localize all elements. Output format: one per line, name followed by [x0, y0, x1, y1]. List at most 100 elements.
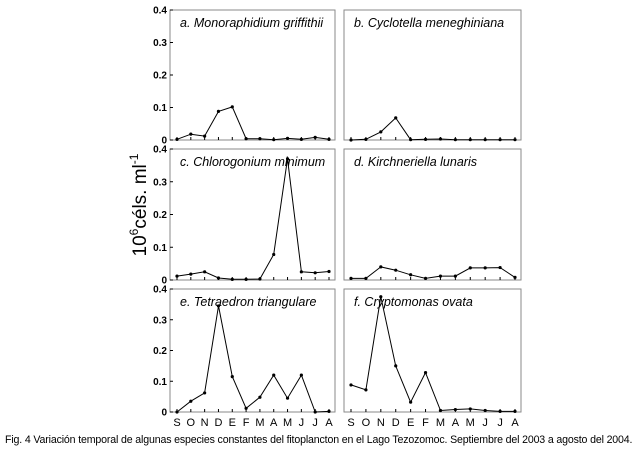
panel-title: e. Tetraedron triangulare	[180, 295, 316, 309]
x-month-label: N	[201, 417, 209, 429]
series-line	[350, 296, 515, 412]
data-point	[230, 277, 234, 281]
series-line	[351, 266, 516, 279]
x-month-label: A	[325, 417, 333, 429]
data-point	[327, 409, 331, 413]
y-tick-label: 0.1	[153, 243, 167, 254]
data-point	[483, 138, 487, 142]
panel-title: f. Cryptomonas ovata	[354, 295, 473, 309]
data-point	[364, 137, 368, 141]
chart-panel-4: d. Kirchneriella lunaris	[343, 148, 522, 281]
y-tick-label: 0.3	[153, 315, 167, 326]
data-point	[394, 364, 398, 368]
data-point	[203, 270, 207, 274]
x-month-label: J	[497, 417, 503, 429]
y-axis-label-exponent-2: -1	[127, 153, 141, 164]
data-point	[483, 408, 487, 413]
data-point	[203, 134, 207, 138]
chart-panel-6: f. Cryptomonas ovata	[343, 288, 522, 413]
y-axis-label-unit: céls. ml	[130, 164, 151, 228]
x-month-label: F	[422, 417, 429, 429]
x-month-label: O	[187, 417, 196, 429]
data-point	[409, 400, 413, 404]
y-tick-label: 0.1	[153, 377, 167, 388]
x-month-label: J	[312, 417, 318, 429]
x-month-label: E	[229, 417, 236, 429]
panel-frame	[343, 9, 522, 141]
x-month-label: E	[407, 417, 414, 429]
data-point	[285, 157, 290, 161]
data-point	[498, 265, 502, 270]
x-month-label: D	[392, 417, 400, 429]
chart-panel-5: 0 0.1 0.2 0.3 0.4 e. Tetraedron triangulare	[153, 285, 336, 419]
x-month-label: O	[362, 417, 371, 429]
data-point	[349, 383, 353, 387]
data-point	[468, 266, 472, 270]
y-tick-label: 0.1	[153, 103, 167, 114]
data-point	[349, 276, 353, 280]
data-point	[313, 271, 317, 275]
data-point	[379, 265, 383, 269]
data-point	[453, 138, 457, 142]
panel-title: d. Kirchneriella lunaris	[354, 155, 477, 169]
y-tick-label: 0	[161, 276, 167, 287]
data-point	[299, 373, 303, 377]
y-tick-label: 0.3	[153, 38, 167, 49]
x-month-label: A	[511, 417, 519, 429]
data-point	[364, 276, 368, 280]
data-point	[409, 138, 413, 142]
data-point	[189, 272, 193, 276]
data-point	[258, 277, 262, 281]
data-point	[175, 274, 179, 278]
data-point	[498, 138, 502, 142]
x-month-label: A	[452, 417, 460, 429]
panel-title: c. Chlorogonium minimum	[180, 155, 325, 169]
data-point	[438, 408, 443, 413]
data-point	[272, 373, 276, 377]
x-month-label: J	[482, 417, 488, 429]
data-point	[189, 132, 193, 136]
x-month-label: N	[377, 417, 385, 429]
data-point	[216, 304, 221, 308]
x-month-label: M	[283, 417, 292, 429]
data-point	[258, 137, 262, 141]
data-point	[423, 371, 428, 375]
x-month-label: J	[299, 417, 305, 429]
series-line	[176, 305, 330, 413]
data-point	[423, 276, 428, 280]
data-point	[230, 375, 234, 379]
data-point	[438, 274, 443, 278]
data-point	[327, 269, 331, 274]
data-point	[244, 406, 248, 410]
series-line	[350, 117, 515, 141]
data-point	[394, 268, 398, 272]
data-point	[285, 136, 290, 140]
data-point	[394, 116, 398, 120]
data-point	[285, 396, 290, 400]
x-month-label: M	[255, 417, 264, 429]
data-point	[175, 137, 179, 141]
data-point	[313, 410, 317, 414]
y-tick-label: 0	[161, 408, 167, 419]
series-line	[176, 106, 330, 141]
y-tick-label: 0.3	[153, 177, 167, 188]
data-point	[244, 277, 248, 281]
x-month-label: M	[466, 417, 475, 429]
data-point	[483, 266, 487, 270]
data-point	[299, 270, 303, 274]
data-point	[513, 409, 517, 413]
data-point	[409, 273, 413, 277]
data-point	[272, 138, 276, 142]
data-point	[258, 395, 262, 399]
x-month-label: D	[214, 417, 222, 429]
y-tick-label: 0.2	[153, 346, 167, 357]
y-tick-label: 0.4	[153, 145, 167, 156]
data-point	[438, 137, 443, 141]
x-month-label: S	[173, 417, 180, 429]
panel-frame	[343, 148, 522, 281]
data-point	[230, 105, 234, 109]
figure-caption: Fig. 4 Variación temporal de algunas esp…	[5, 434, 633, 446]
data-point	[364, 388, 368, 392]
